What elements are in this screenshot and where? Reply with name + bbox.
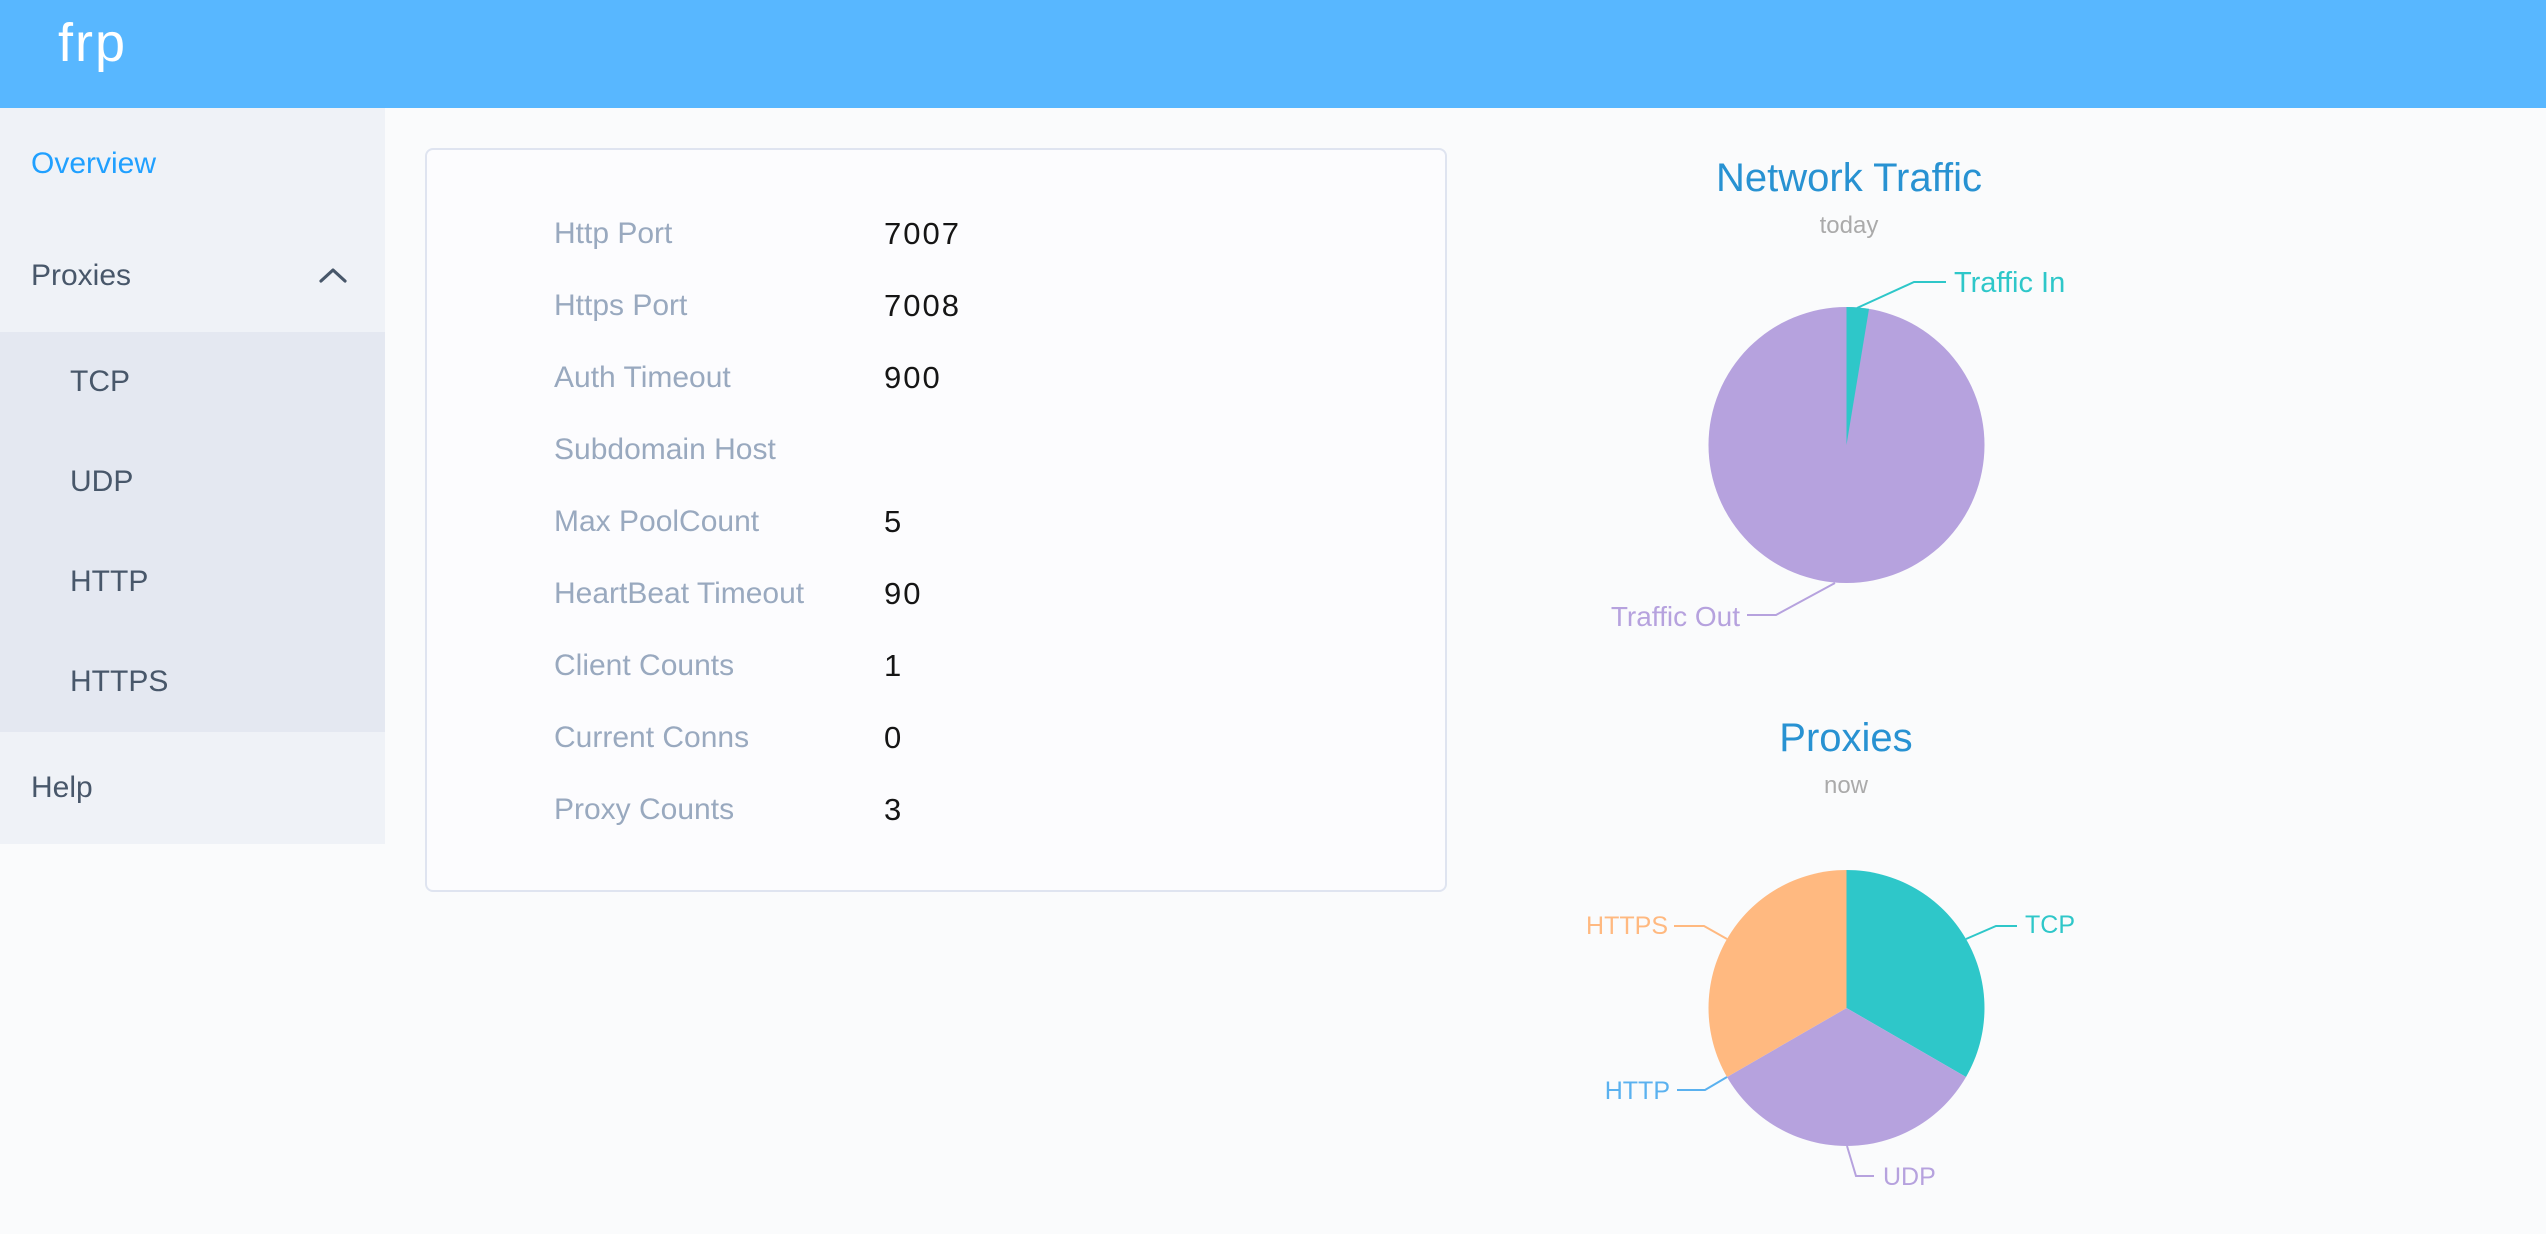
svg-text:Network Traffic: Network Traffic [1716, 156, 1982, 200]
svg-text:TCP: TCP [2025, 911, 2075, 939]
svg-text:HTTPS: HTTPS [1586, 912, 1668, 940]
svg-text:UDP: UDP [1883, 1163, 1936, 1191]
svg-text:Traffic In: Traffic In [1954, 267, 2065, 299]
svg-text:Traffic Out: Traffic Out [1611, 601, 1740, 632]
svg-text:HTTP: HTTP [1605, 1077, 1670, 1105]
svg-text:Proxies: Proxies [1779, 716, 1912, 760]
svg-text:now: now [1824, 772, 1869, 799]
svg-text:today: today [1820, 212, 1879, 239]
